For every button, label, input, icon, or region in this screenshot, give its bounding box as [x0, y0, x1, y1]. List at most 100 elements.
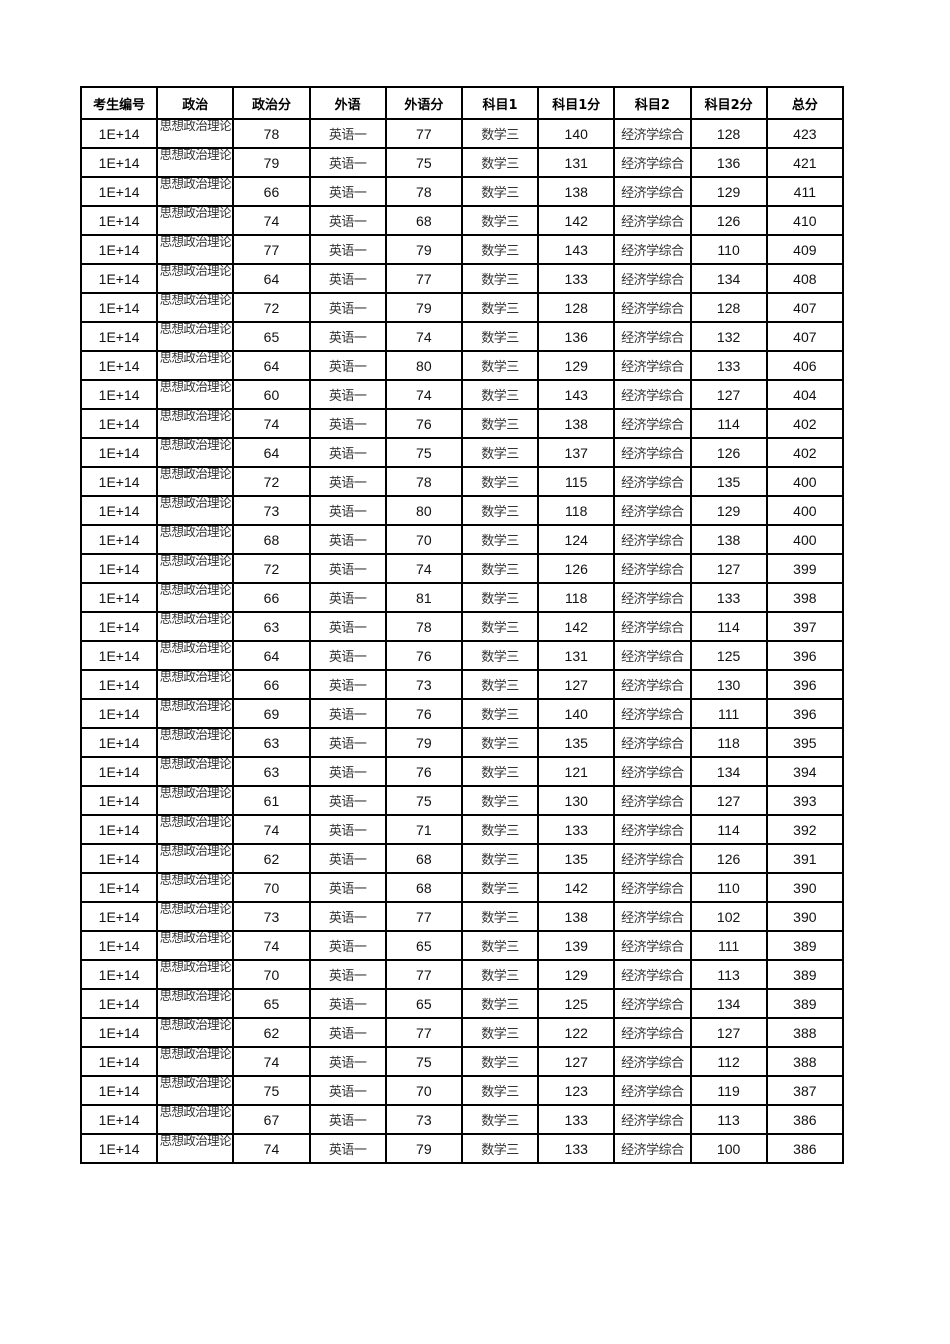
table-cell: 思想政治理论 — [156, 292, 235, 323]
table-cell: 114 — [689, 611, 768, 642]
table-cell: 74 — [232, 930, 311, 961]
table-row: 1E+14 思想政治理论 77 英语一 79 数学三 143 经济学综合 110 409 — [79, 234, 845, 265]
table-row: 1E+14 思想政治理论 73 英语一 80 数学三 118 经济学综合 129 400 — [79, 495, 845, 526]
table-cell: 数学三 — [460, 814, 540, 845]
table-row: 1E+14 思想政治理论 79 英语一 75 数学三 131 经济学综合 136 421 — [79, 147, 845, 178]
table-cell: 62 — [232, 1017, 311, 1048]
table-cell: 数学三 — [460, 553, 540, 584]
table-cell: 142 — [537, 611, 616, 642]
table-cell: 68 — [384, 843, 463, 874]
table-cell: 经济学综合 — [613, 1133, 692, 1164]
table-cell: 1E+14 — [79, 1017, 159, 1048]
cell-text: 思想政治理论 — [159, 381, 232, 392]
table-cell: 1E+14 — [79, 640, 159, 671]
table-cell: 1E+14 — [79, 814, 159, 845]
table-row: 1E+14 思想政治理论 78 英语一 77 数学三 140 经济学综合 128 423 — [79, 118, 845, 149]
cell-text: 思想政治理论 — [159, 787, 232, 798]
table-cell: 数学三 — [460, 176, 540, 207]
table-cell: 英语一 — [308, 669, 387, 700]
table-cell: 数学三 — [460, 669, 540, 700]
table-cell: 75 — [384, 147, 463, 178]
table-cell: 138 — [537, 901, 616, 932]
table-cell: 111 — [689, 930, 768, 961]
table-cell: 408 — [765, 263, 845, 294]
table-cell: 1E+14 — [79, 147, 159, 178]
table-cell: 思想政治理论 — [156, 118, 235, 149]
table-cell: 140 — [537, 698, 616, 729]
table-cell: 1E+14 — [79, 437, 159, 468]
table-cell: 133 — [537, 1133, 616, 1164]
table-cell: 思想政治理论 — [156, 669, 235, 700]
table-cell: 102 — [689, 901, 768, 932]
table-row: 1E+14 思想政治理论 64 英语一 75 数学三 137 经济学综合 126 402 — [79, 437, 845, 468]
table-cell: 81 — [384, 582, 463, 613]
table-cell: 388 — [765, 1046, 845, 1077]
table-cell: 126 — [689, 843, 768, 874]
table-cell: 思想政治理论 — [156, 843, 235, 874]
table-cell: 经济学综合 — [613, 872, 692, 903]
table-cell: 英语一 — [308, 321, 387, 352]
table-cell: 135 — [689, 466, 768, 497]
cell-text: 思想政治理论 — [159, 294, 232, 305]
cell-text: 思想政治理论 — [159, 149, 232, 160]
table-cell: 思想政治理论 — [156, 640, 235, 671]
table-cell: 英语一 — [308, 205, 387, 236]
table-cell: 英语一 — [308, 437, 387, 468]
table-cell: 391 — [765, 843, 845, 874]
table-cell: 思想政治理论 — [156, 147, 235, 178]
table-cell: 138 — [537, 408, 616, 439]
table-cell: 65 — [384, 930, 463, 961]
table-cell: 英语一 — [308, 176, 387, 207]
table-cell: 130 — [537, 785, 616, 816]
table-cell: 数学三 — [460, 147, 540, 178]
table-cell: 128 — [537, 292, 616, 323]
table-cell: 思想政治理论 — [156, 959, 235, 990]
table-cell: 60 — [232, 379, 311, 410]
table-cell: 404 — [765, 379, 845, 410]
table-cell: 73 — [232, 495, 311, 526]
cell-text: 思想政治理论 — [159, 1019, 232, 1030]
table-cell: 经济学综合 — [613, 263, 692, 294]
table-cell: 134 — [689, 988, 768, 1019]
table-cell: 138 — [537, 176, 616, 207]
table-cell: 经济学综合 — [613, 640, 692, 671]
table-cell: 经济学综合 — [613, 785, 692, 816]
column-header: 政治 — [156, 86, 235, 120]
table-cell: 英语一 — [308, 292, 387, 323]
table-cell: 1E+14 — [79, 901, 159, 932]
table-cell: 英语一 — [308, 901, 387, 932]
table-cell: 数学三 — [460, 1017, 540, 1048]
cell-text: 思想政治理论 — [159, 468, 232, 479]
table-cell: 410 — [765, 205, 845, 236]
table-cell: 71 — [384, 814, 463, 845]
table-cell: 136 — [537, 321, 616, 352]
table-cell: 77 — [384, 901, 463, 932]
table-cell: 127 — [689, 379, 768, 410]
table-cell: 72 — [232, 466, 311, 497]
table-cell: 经济学综合 — [613, 234, 692, 265]
table-cell: 英语一 — [308, 611, 387, 642]
table-cell: 127 — [537, 669, 616, 700]
table-cell: 思想政治理论 — [156, 872, 235, 903]
table-cell: 数学三 — [460, 118, 540, 149]
table-cell: 70 — [232, 872, 311, 903]
table-cell: 402 — [765, 437, 845, 468]
column-header: 政治分 — [232, 86, 311, 120]
table-cell: 63 — [232, 727, 311, 758]
table-cell: 75 — [384, 785, 463, 816]
table-cell: 77 — [232, 234, 311, 265]
table-cell: 经济学综合 — [613, 1017, 692, 1048]
table-cell: 思想政治理论 — [156, 756, 235, 787]
table-cell: 1E+14 — [79, 292, 159, 323]
cell-text: 思想政治理论 — [159, 584, 232, 595]
table-cell: 英语一 — [308, 1075, 387, 1106]
table-cell: 思想政治理论 — [156, 176, 235, 207]
table-cell: 72 — [232, 553, 311, 584]
table-cell: 经济学综合 — [613, 379, 692, 410]
table-cell: 1E+14 — [79, 988, 159, 1019]
table-cell: 65 — [232, 321, 311, 352]
table-row: 1E+14 思想政治理论 66 英语一 73 数学三 127 经济学综合 130 396 — [79, 669, 845, 700]
table-cell: 80 — [384, 350, 463, 381]
table-cell: 62 — [232, 843, 311, 874]
table-cell: 68 — [384, 872, 463, 903]
